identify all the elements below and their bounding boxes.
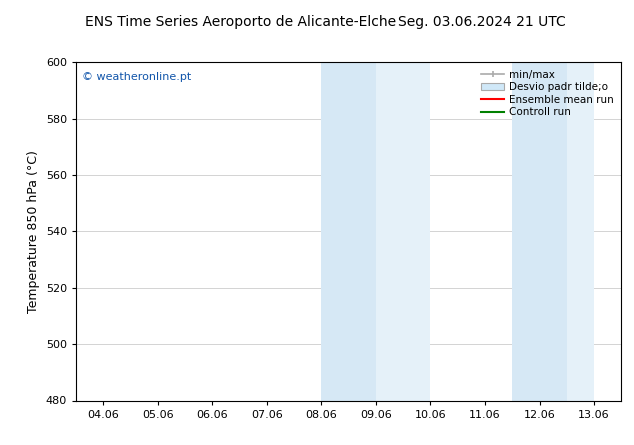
- Bar: [567, 62, 594, 400]
- Legend: min/max, Desvio padr tilde;o, Ensemble mean run, Controll run: min/max, Desvio padr tilde;o, Ensemble m…: [479, 68, 616, 120]
- Bar: [321, 62, 376, 400]
- Bar: [376, 62, 430, 400]
- Text: Seg. 03.06.2024 21 UTC: Seg. 03.06.2024 21 UTC: [398, 15, 566, 29]
- Text: ENS Time Series Aeroporto de Alicante-Elche: ENS Time Series Aeroporto de Alicante-El…: [86, 15, 396, 29]
- Bar: [512, 62, 567, 400]
- Text: © weatheronline.pt: © weatheronline.pt: [82, 73, 191, 82]
- Y-axis label: Temperature 850 hPa (°C): Temperature 850 hPa (°C): [27, 150, 40, 313]
